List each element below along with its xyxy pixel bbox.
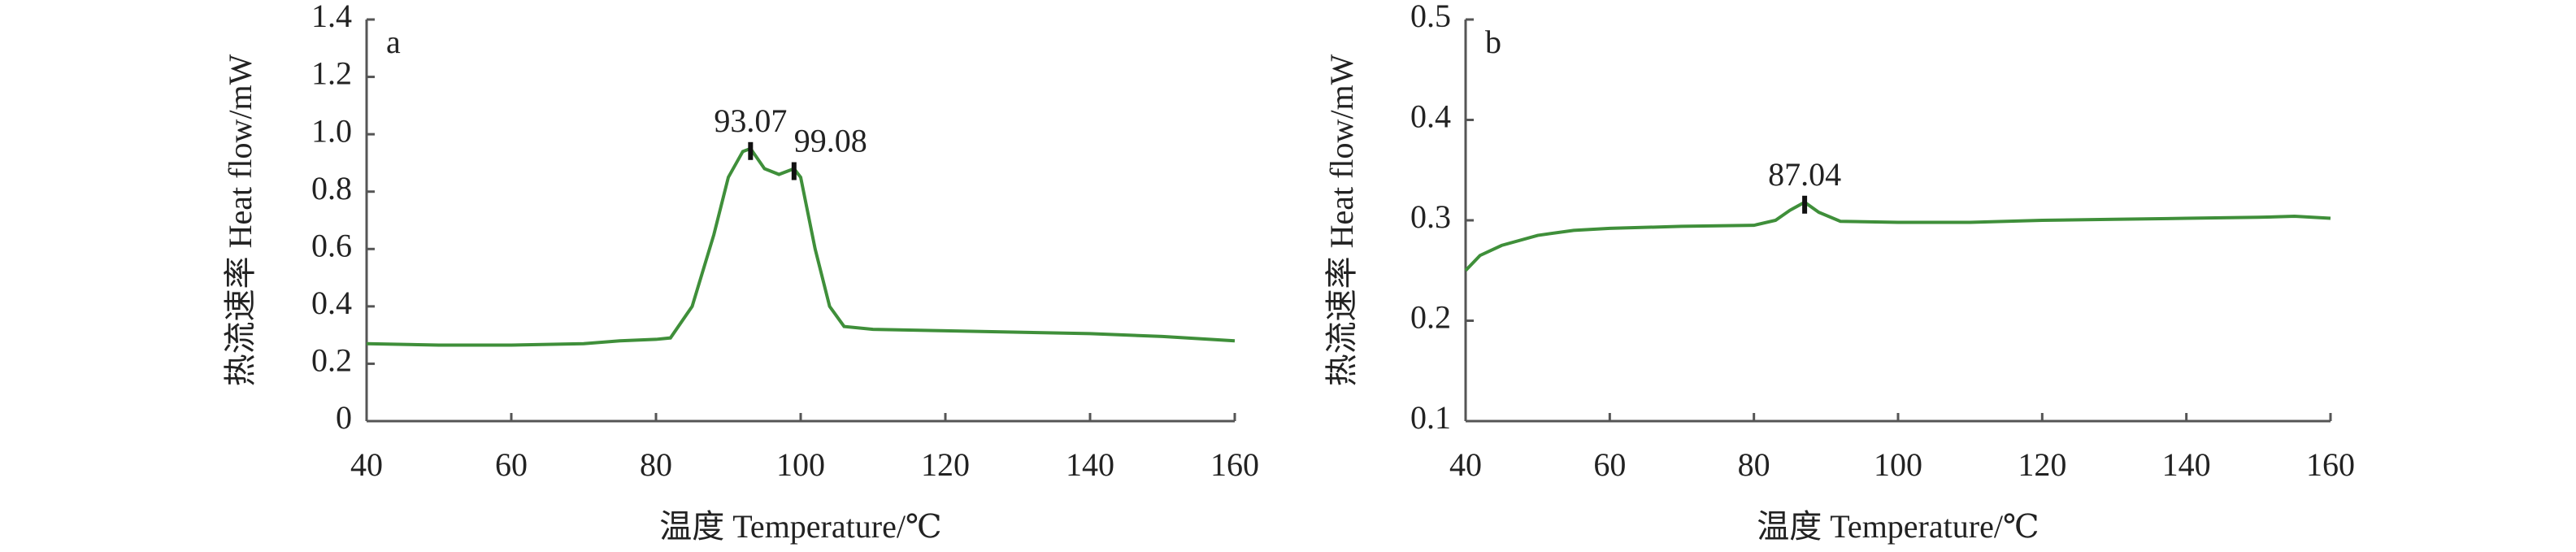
y-tick-label: 0.1 — [1410, 399, 1451, 436]
x-tick-label: 120 — [2018, 446, 2066, 483]
y-tick-label: 0.3 — [1410, 198, 1451, 235]
x-tick-label: 60 — [1593, 446, 1626, 483]
y-axis-label: 热流速率 Heat flow/mW — [1323, 54, 1360, 386]
panel-label: b — [1485, 24, 1501, 60]
x-tick-label: 80 — [1738, 446, 1770, 483]
x-tick-label: 160 — [2306, 446, 2355, 483]
annotation: 93.07 — [714, 102, 787, 139]
y-tick-label: 0.2 — [1410, 299, 1451, 336]
x-tick-label: 60 — [495, 446, 528, 483]
y-axis-label: 热流速率 Heat flow/mW — [222, 54, 258, 386]
y-tick-label: 0 — [336, 399, 352, 436]
x-tick-label: 100 — [1874, 446, 1922, 483]
x-tick-label: 40 — [1449, 446, 1482, 483]
y-tick-label: 0.2 — [311, 342, 352, 379]
y-tick-label: 1.4 — [311, 0, 352, 34]
data-line — [1464, 200, 2331, 272]
y-tick-label: 1.2 — [311, 55, 352, 92]
y-tick-label: 0.8 — [311, 170, 352, 206]
y-tick-label: 1.0 — [311, 112, 352, 149]
x-tick-label: 100 — [776, 446, 825, 483]
data-line — [366, 146, 1236, 347]
x-axis-label: 温度 Temperature/℃ — [1757, 508, 2039, 545]
x-tick-label: 80 — [640, 446, 672, 483]
x-tick-label: 160 — [1210, 446, 1259, 483]
x-tick-label: 140 — [1066, 446, 1114, 483]
annotation: 99.08 — [794, 123, 867, 159]
x-tick-label: 40 — [350, 446, 383, 483]
x-axis-label: 温度 Temperature/℃ — [659, 508, 941, 545]
y-tick-label: 0.4 — [311, 285, 352, 321]
y-tick-label: 0.4 — [1410, 98, 1451, 135]
x-tick-label: 120 — [921, 446, 970, 483]
y-tick-label: 0.5 — [1410, 0, 1451, 34]
annotation: 87.04 — [1768, 156, 1841, 193]
panel-label: a — [386, 24, 401, 60]
y-tick-label: 0.6 — [311, 227, 352, 263]
x-tick-label: 140 — [2162, 446, 2211, 483]
